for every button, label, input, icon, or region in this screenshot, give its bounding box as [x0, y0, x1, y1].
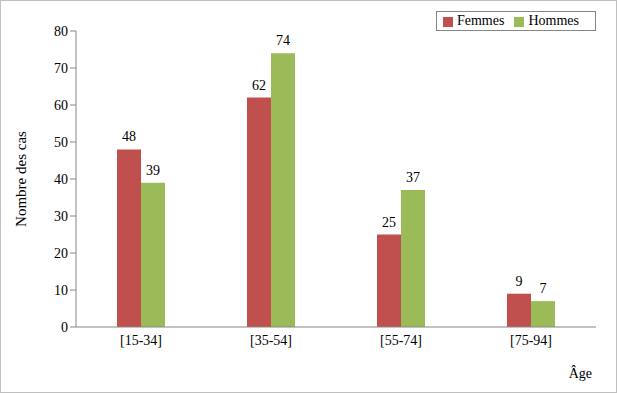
svg-text:[55-74]: [55-74] — [380, 333, 422, 348]
svg-text:62: 62 — [252, 78, 266, 93]
svg-text:10: 10 — [54, 283, 68, 298]
svg-text:37: 37 — [406, 170, 420, 185]
svg-text:7: 7 — [540, 281, 547, 296]
svg-text:40: 40 — [54, 172, 68, 187]
svg-text:[35-54]: [35-54] — [250, 333, 292, 348]
svg-text:20: 20 — [54, 246, 68, 261]
svg-text:60: 60 — [54, 98, 68, 113]
svg-text:39: 39 — [146, 163, 160, 178]
html-text:Hommes: Hommes — [528, 13, 579, 28]
svg-text:Nombre des cas: Nombre des cas — [13, 131, 29, 227]
svg-text:30: 30 — [54, 209, 68, 224]
svg-text:50: 50 — [54, 135, 68, 150]
svg-text:0: 0 — [61, 320, 68, 335]
svg-text:70: 70 — [54, 61, 68, 76]
svg-text:Âge: Âge — [569, 365, 592, 381]
svg-text:80: 80 — [54, 24, 68, 39]
svg-text:[15-34]: [15-34] — [120, 333, 162, 348]
svg-text:9: 9 — [516, 274, 523, 289]
html-text:Femmes: Femmes — [457, 13, 505, 28]
svg-text:25: 25 — [382, 215, 396, 230]
svg-text:[75-94]: [75-94] — [510, 333, 552, 348]
svg-text:48: 48 — [122, 129, 136, 144]
svg-text:74: 74 — [276, 33, 290, 48]
